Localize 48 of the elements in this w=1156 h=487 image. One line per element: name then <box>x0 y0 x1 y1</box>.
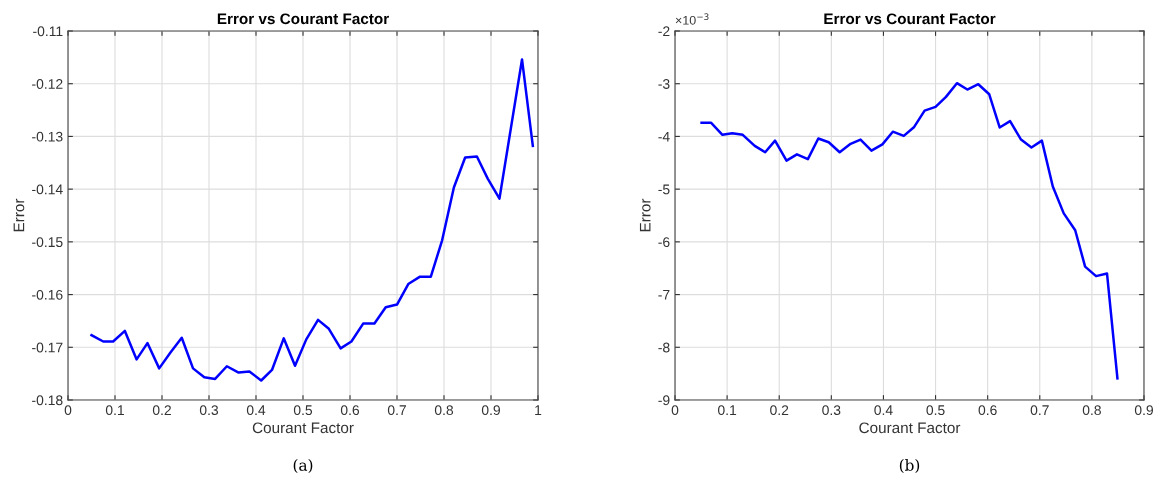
y-axis-title: Error <box>639 198 651 232</box>
y-tick-label: -0.11 <box>33 26 63 37</box>
chart-title: Error vs Courant Factor <box>824 13 996 25</box>
line-series <box>700 81 1119 380</box>
chart-title: Error vs Courant Factor <box>217 13 389 25</box>
x-tick-label: 0.3 <box>822 405 841 416</box>
y-tick-label: -4 <box>658 131 670 142</box>
y-tick-label: -0.13 <box>32 131 63 142</box>
x-tick-label: 0.4 <box>874 405 893 416</box>
y-tick-label: -9 <box>658 395 670 406</box>
x-tick-label: 0.9 <box>481 405 500 416</box>
x-tick-label: 0.7 <box>387 405 406 416</box>
x-tick-label: 0 <box>64 405 72 416</box>
x-tick-label: 0.1 <box>718 405 737 416</box>
y-tick-label: -0.12 <box>32 79 63 89</box>
x-axis-title: Courant Factor <box>859 422 961 434</box>
y-tick-label: -5 <box>658 184 670 195</box>
x-tick-label: 0.4 <box>246 405 266 416</box>
y-tick-label: -0.14 <box>32 184 63 195</box>
text: (b) <box>899 459 920 474</box>
text: ×10$^{−3}$ <box>675 13 709 25</box>
y-axis-title: Error <box>13 198 25 232</box>
x-tick-label: 0.5 <box>926 405 945 416</box>
x-tick-label: 0.5 <box>293 405 313 416</box>
y-tick-label: -7 <box>658 290 670 300</box>
y-tick-label: -0.15 <box>32 237 63 248</box>
line-series <box>90 58 535 382</box>
x-tick-label: 0.2 <box>770 405 789 416</box>
x-tick-label: 0 <box>671 405 679 416</box>
y-tick-label: -2 <box>658 26 670 37</box>
x-tick-label: 0.6 <box>340 405 360 416</box>
y-tick-label: -0.18 <box>32 395 63 406</box>
x-tick-label: 0.3 <box>199 405 219 416</box>
x-tick-label: 0.2 <box>152 405 171 416</box>
x-tick-label: 0.8 <box>434 405 454 416</box>
x-tick-label: 0.9 <box>1134 405 1153 416</box>
x-axis-title: Courant Factor <box>252 422 354 434</box>
y-tick-label: -6 <box>658 237 670 248</box>
x-tick-label: 0.8 <box>1082 405 1101 416</box>
x-tick-label: 1 <box>535 405 542 415</box>
y-tick-label: -3 <box>658 79 670 89</box>
x-tick-label: 0.7 <box>1030 405 1049 416</box>
y-tick-label: -0.16 <box>32 289 63 300</box>
x-tick-label: 0.1 <box>105 405 124 416</box>
text: (a) <box>293 459 313 474</box>
x-tick-label: 0.6 <box>978 405 997 416</box>
y-tick-label: -0.17 <box>32 342 63 353</box>
y-tick-label: -8 <box>658 342 670 353</box>
